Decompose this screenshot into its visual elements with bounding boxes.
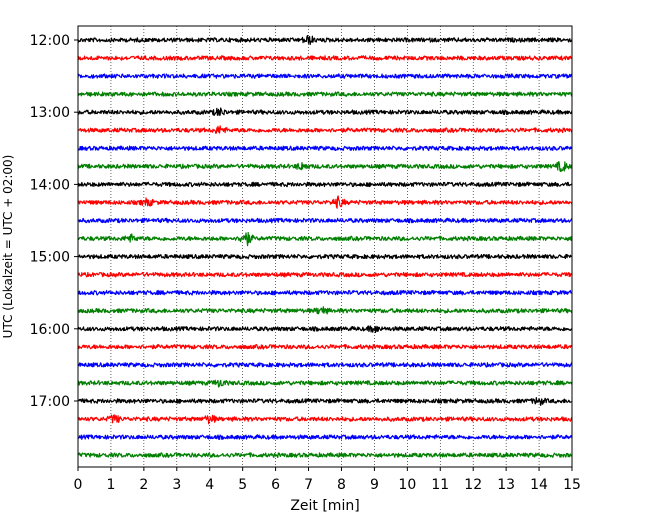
- trace-1600: [77, 325, 573, 334]
- y-axis: 12:00 13:00 14:00 15:00 16:00 17:00: [30, 33, 78, 410]
- x-tick-label-7: 7: [304, 477, 313, 493]
- trace-1615: [77, 343, 573, 350]
- trace-1330: [77, 145, 573, 152]
- trace-1745: [77, 452, 573, 458]
- x-tick-label-3: 3: [172, 477, 181, 493]
- x-tick-label-5: 5: [238, 477, 247, 493]
- x-axis-label: Zeit [min]: [290, 498, 359, 514]
- seismogram-traces: [77, 34, 573, 458]
- plot-frame: [77, 25, 573, 468]
- x-axis: 0 1 2 3 4 5 6 7 8 9 10 11 12 13 14 15: [74, 467, 581, 493]
- x-tick-label-6: 6: [271, 477, 280, 493]
- trace-1500: [77, 253, 573, 260]
- x-tick-label-4: 4: [205, 477, 214, 493]
- trace-1445: [77, 231, 573, 247]
- trace-1215: [77, 55, 573, 61]
- trace-1645: [77, 379, 573, 388]
- trace-1430: [77, 217, 573, 224]
- y-tick-label-5: 17:00: [30, 394, 70, 410]
- y-axis-label: UTC (Lokalzeit = UTC + 02:00): [1, 155, 15, 339]
- x-tick-label-0: 0: [74, 477, 83, 493]
- y-tick-label-4: 16:00: [30, 322, 70, 338]
- trace-1230: [77, 73, 573, 79]
- x-tick-label-8: 8: [337, 477, 346, 493]
- trace-1700: [77, 397, 573, 407]
- trace-1345: [77, 161, 573, 173]
- y-tick-label-3: 15:00: [30, 250, 70, 266]
- x-tick-label-1: 1: [106, 477, 115, 493]
- x-tick-label-10: 10: [398, 477, 416, 493]
- trace-1515: [77, 271, 573, 278]
- trace-1530: [77, 289, 573, 296]
- trace-1415: [77, 195, 573, 209]
- x-tick-label-12: 12: [464, 477, 482, 493]
- x-tick-label-15: 15: [563, 477, 581, 493]
- x-tick-label-2: 2: [139, 477, 148, 493]
- trace-1315: [77, 125, 573, 134]
- trace-1630: [77, 362, 573, 368]
- trace-1730: [77, 434, 573, 440]
- trace-1400: [77, 181, 573, 188]
- y-tick-label-0: 12:00: [30, 33, 70, 49]
- x-tick-label-9: 9: [370, 477, 379, 493]
- trace-1715: [77, 414, 573, 425]
- trace-1245: [77, 91, 573, 97]
- x-tick-label-14: 14: [530, 477, 548, 493]
- trace-1300: [77, 107, 573, 116]
- x-tick-label-13: 13: [497, 477, 515, 493]
- x-tick-label-11: 11: [431, 477, 449, 493]
- trace-1545: [77, 306, 573, 315]
- y-tick-label-1: 13:00: [30, 105, 70, 121]
- y-tick-label-2: 14:00: [30, 177, 70, 193]
- trace-1200: [77, 34, 573, 46]
